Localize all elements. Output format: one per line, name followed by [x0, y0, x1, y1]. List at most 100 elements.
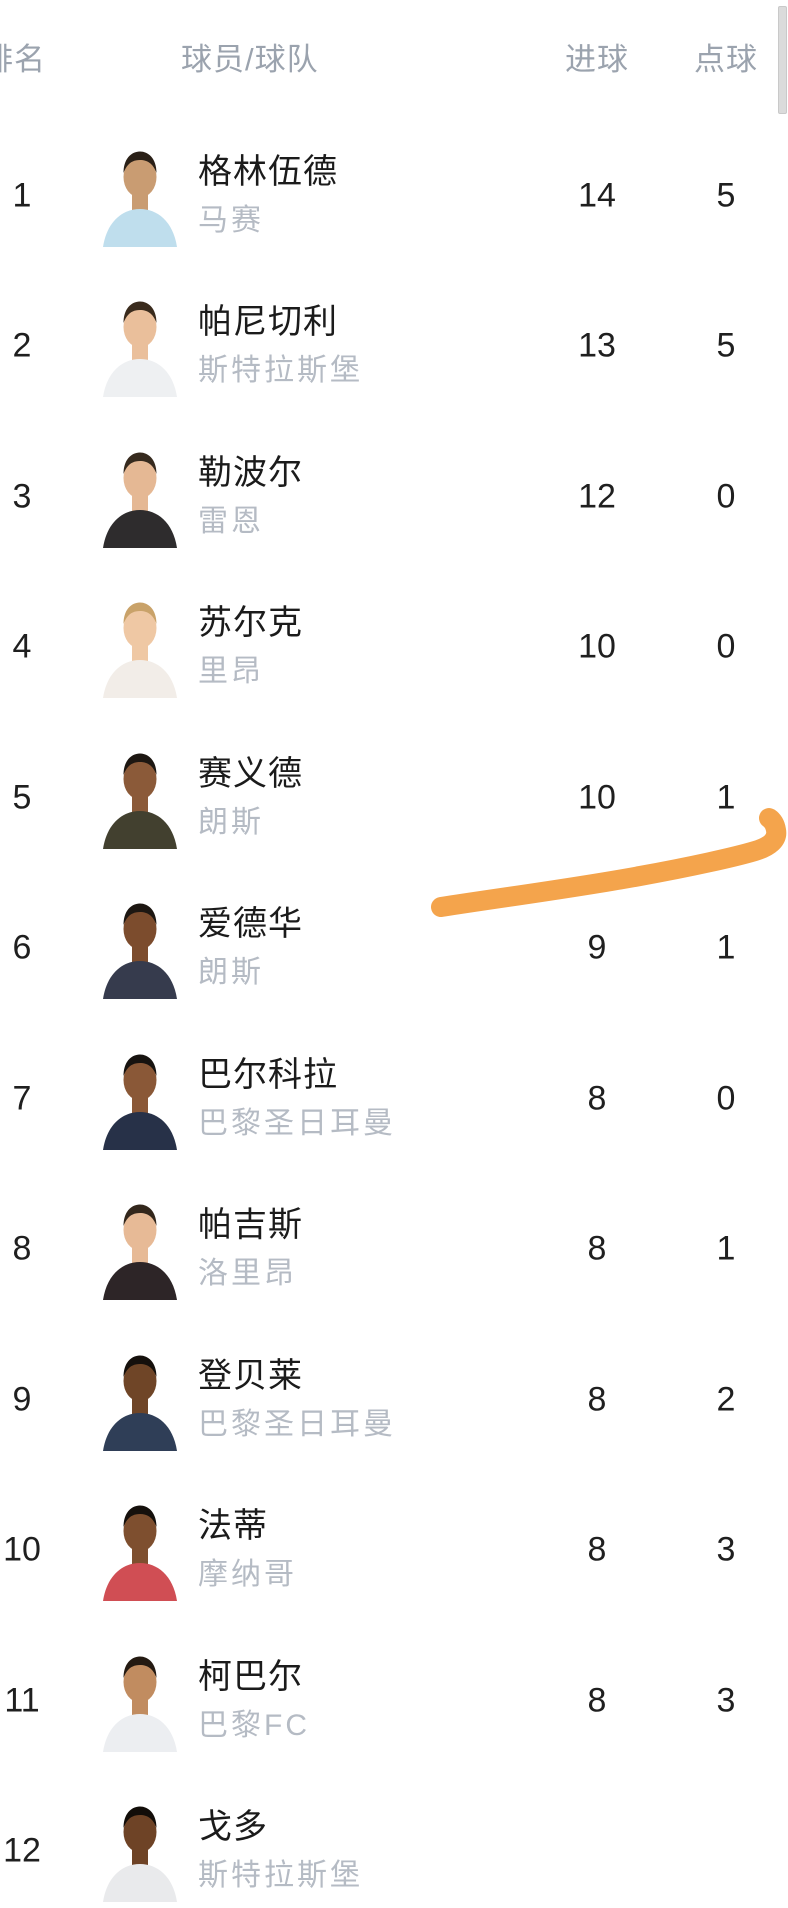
rank-number: 6: [12, 928, 32, 967]
team-name: 马赛: [198, 203, 264, 237]
player-photo: [99, 746, 181, 849]
team-name: 巴黎圣日耳曼: [198, 1407, 396, 1441]
rank-number: 9: [12, 1380, 32, 1418]
player-info: 柯巴尔 巴黎FC: [198, 1656, 310, 1746]
team-name: 摩纳哥: [198, 1558, 297, 1591]
rank-number: 2: [12, 326, 32, 365]
team-name: 朗斯: [198, 956, 264, 989]
team-name: 里昂: [198, 655, 264, 688]
player-photo: [99, 445, 181, 548]
column-header-rank: 排名: [0, 42, 46, 77]
goals-count: 14: [578, 176, 616, 214]
player-name: 格林伍德: [198, 152, 338, 191]
rank-number: 8: [12, 1229, 32, 1268]
penalties-count: 0: [716, 1079, 736, 1117]
goals-count: 10: [578, 778, 616, 816]
player-row[interactable]: 12 戈多 斯特拉斯堡: [0, 1776, 788, 1908]
player-info: 帕尼切利 斯特拉斯堡: [198, 301, 363, 391]
team-name: 巴黎FC: [198, 1708, 310, 1742]
player-info: 法蒂 摩纳哥: [198, 1505, 297, 1595]
rank-number: 3: [12, 477, 32, 515]
goals-count: 8: [587, 1079, 607, 1117]
penalties-count: 0: [716, 477, 736, 515]
player-name: 帕尼切利: [198, 303, 338, 341]
team-name: 斯特拉斯堡: [198, 1859, 363, 1892]
player-row[interactable]: 2 帕尼切利 斯特拉斯堡 13 5: [0, 271, 788, 422]
player-info: 巴尔科拉 巴黎圣日耳曼: [198, 1054, 396, 1144]
player-info: 登贝莱 巴黎圣日耳曼: [198, 1355, 396, 1445]
penalties-count: 3: [716, 1681, 736, 1719]
scrollbar-thumb[interactable]: [778, 6, 787, 114]
team-name: 雷恩: [198, 504, 264, 538]
rank-number: 7: [12, 1079, 32, 1117]
player-photo: [99, 1499, 181, 1601]
player-row[interactable]: 7 巴尔科拉 巴黎圣日耳曼 8 0: [0, 1023, 788, 1174]
player-name: 巴尔科拉: [198, 1055, 338, 1094]
player-photo: [99, 1800, 181, 1902]
player-photo: [99, 596, 181, 698]
player-name: 苏尔克: [198, 604, 303, 642]
player-info: 戈多 斯特拉斯堡: [198, 1806, 363, 1896]
player-info: 爱德华 朗斯: [198, 903, 303, 993]
column-header-penalties: 点球: [694, 42, 758, 77]
player-name: 法蒂: [198, 1507, 268, 1545]
player-name: 登贝莱: [198, 1356, 303, 1395]
goals-count: 8: [587, 1229, 607, 1268]
penalties-count: 5: [716, 326, 736, 365]
player-photo: [99, 1348, 181, 1451]
player-name: 戈多: [198, 1808, 268, 1846]
player-info: 苏尔克 里昂: [198, 602, 303, 692]
goals-count: 12: [578, 477, 616, 515]
rank-number: 10: [3, 1530, 41, 1569]
team-name: 巴黎圣日耳曼: [198, 1106, 396, 1140]
player-row[interactable]: 11 柯巴尔 巴黎FC 8 3: [0, 1625, 788, 1776]
player-row[interactable]: 1 格林伍德 马赛 14 5: [0, 120, 788, 271]
player-photo: [99, 144, 181, 247]
rank-number: 4: [12, 627, 32, 666]
player-row[interactable]: 10 法蒂 摩纳哥 8 3: [0, 1475, 788, 1626]
column-header-player: 球员/球队: [181, 42, 319, 77]
team-name: 朗斯: [198, 805, 264, 839]
rank-number: 12: [3, 1831, 41, 1870]
goals-count: 8: [587, 1380, 607, 1418]
rank-number: 11: [4, 1681, 40, 1719]
team-name: 洛里昂: [198, 1257, 297, 1290]
player-row[interactable]: 9 登贝莱 巴黎圣日耳曼 8 2: [0, 1324, 788, 1475]
player-info: 赛义德 朗斯: [198, 753, 303, 843]
penalties-count: 0: [716, 627, 736, 666]
player-row[interactable]: 4 苏尔克 里昂 10 0: [0, 572, 788, 723]
penalties-count: 3: [716, 1530, 736, 1569]
player-photo: [99, 1649, 181, 1752]
penalties-count: 1: [716, 778, 736, 816]
rank-number: 1: [12, 176, 32, 214]
goals-count: 13: [578, 326, 616, 365]
goals-count: 10: [578, 627, 616, 666]
player-row[interactable]: 3 勒波尔 雷恩 12 0: [0, 421, 788, 572]
goals-count: 8: [587, 1681, 607, 1719]
column-header-goals: 进球: [565, 42, 629, 77]
player-row[interactable]: 8 帕吉斯 洛里昂 8 1: [0, 1174, 788, 1325]
penalties-count: 1: [716, 928, 736, 967]
player-name: 帕吉斯: [198, 1206, 303, 1244]
player-info: 帕吉斯 洛里昂: [198, 1204, 303, 1294]
penalties-count: 2: [716, 1380, 736, 1418]
player-name: 赛义德: [198, 754, 303, 793]
player-photo: [99, 897, 181, 999]
player-name: 勒波尔: [198, 453, 303, 492]
player-photo: [99, 1047, 181, 1150]
player-name: 柯巴尔: [198, 1657, 303, 1696]
goals-count: 9: [587, 928, 607, 967]
player-photo: [99, 1198, 181, 1300]
player-info: 格林伍德 马赛: [198, 151, 338, 241]
goals-count: 8: [587, 1530, 607, 1569]
player-name: 爱德华: [198, 905, 303, 943]
table-header: 排名 球员/球队 进球 点球: [0, 0, 788, 120]
team-name: 斯特拉斯堡: [198, 354, 363, 387]
penalties-count: 1: [716, 1229, 736, 1268]
player-photo: [99, 295, 181, 397]
rank-number: 5: [12, 778, 32, 816]
player-info: 勒波尔 雷恩: [198, 452, 303, 542]
player-row[interactable]: 5 赛义德 朗斯 10 1: [0, 722, 788, 873]
player-row[interactable]: 6 爱德华 朗斯 9 1: [0, 873, 788, 1024]
